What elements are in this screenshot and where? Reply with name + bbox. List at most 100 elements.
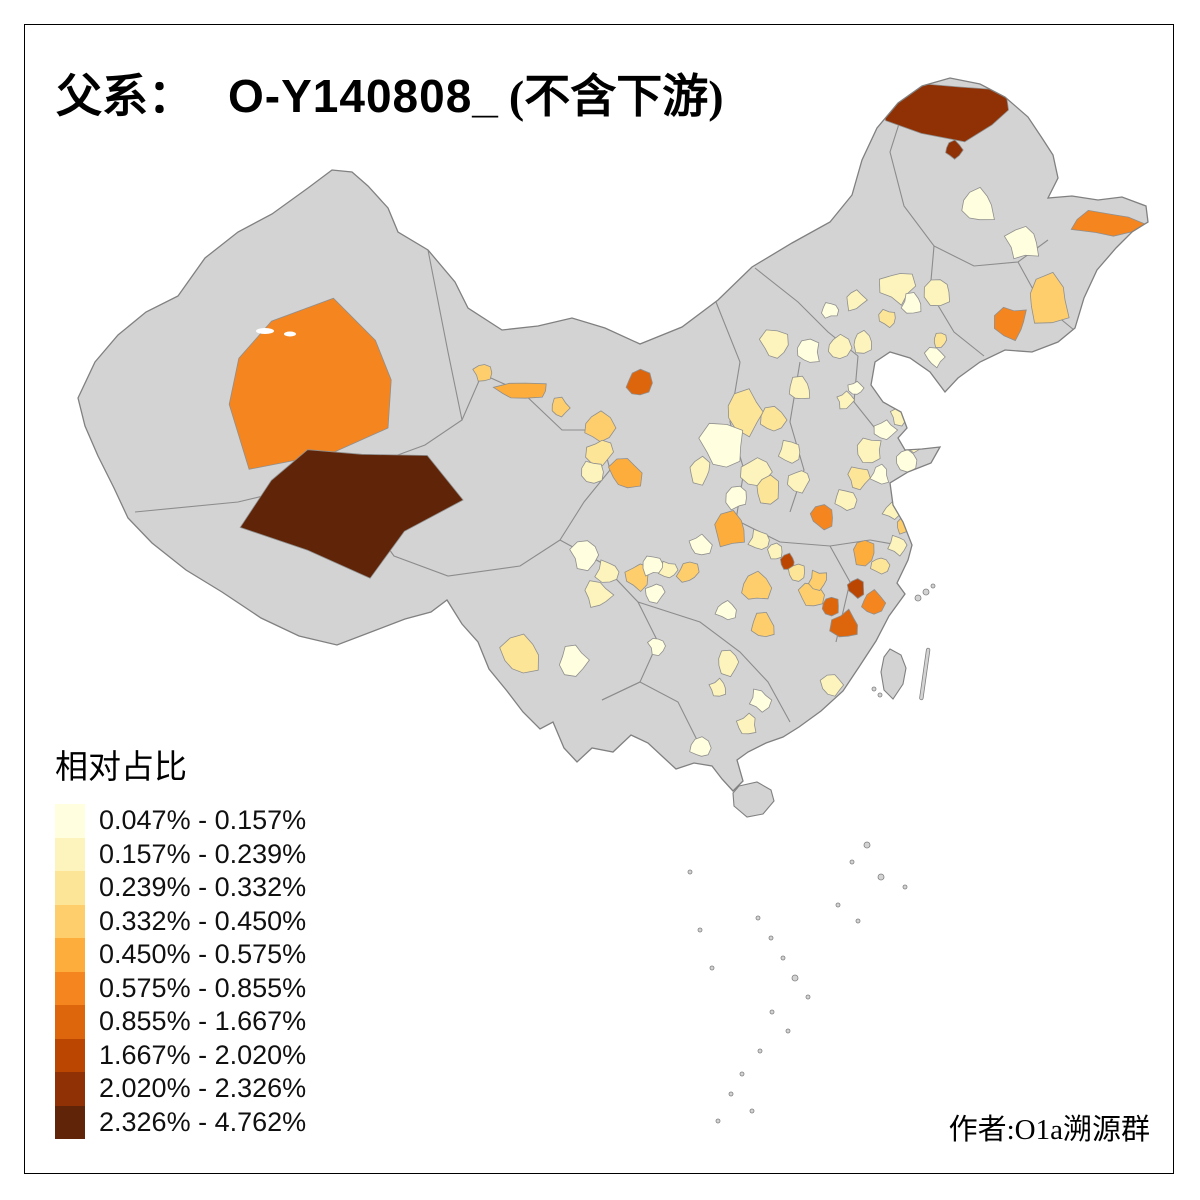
prefecture-patch-bin1 (796, 338, 820, 363)
plot-frame (24, 24, 1174, 1174)
prefecture-patch-bin2 (853, 329, 873, 354)
prefecture-patch-bin1 (961, 186, 995, 221)
prefecture-patch-bin2 (594, 559, 620, 583)
legend-label: 0.332% - 0.450% (99, 905, 307, 936)
prefecture-patch-bin3 (933, 332, 948, 348)
legend-row: 0.239% - 0.332% (55, 871, 306, 905)
prefecture-patch-bin3 (727, 388, 764, 438)
prefecture-patch-bin2 (819, 674, 845, 697)
prefecture-patch-bin3 (585, 439, 614, 467)
prefecture-patch-bin1 (644, 583, 666, 604)
title-lineage-code: O-Y140808_ (228, 70, 499, 122)
prefecture-patch-bin1 (689, 736, 712, 757)
prefecture-patch-bin1 (569, 540, 600, 572)
prefecture-patch-bin7 (821, 596, 839, 617)
prefecture-patch-bin4 (808, 569, 828, 591)
legend-row: 0.855% - 1.667% (55, 1005, 306, 1039)
legend-label: 0.450% - 0.575% (99, 939, 307, 970)
prefecture-patch-bin2 (735, 712, 757, 735)
legend-rows: 0.047% - 0.157% 0.157% - 0.239% 0.239% - 0… (55, 804, 306, 1139)
page-title: 父系： O-Y140808_ (不含下游) (56, 60, 724, 126)
legend-label: 2.020% - 2.326% (99, 1073, 307, 1104)
legend-swatch (55, 1105, 85, 1139)
prefecture-patch-bin1 (873, 419, 899, 441)
prefecture-patch-bin2 (887, 534, 908, 557)
prefecture-patch-bin2 (747, 528, 770, 550)
legend-swatch (55, 938, 85, 972)
prefecture-patch-bin3 (878, 308, 896, 329)
taiwan-island (880, 648, 907, 700)
prefecture-patch-bin2 (777, 439, 801, 464)
legend-label: 0.575% - 0.855% (99, 972, 307, 1003)
legend-row: 0.157% - 0.239% (55, 837, 307, 871)
prefecture-patch-bin4 (675, 561, 700, 583)
prefecture-patch-bin1 (1003, 225, 1040, 260)
prefecture-patch-bin6 (993, 306, 1027, 342)
legend-label: 1.667% - 2.020% (99, 1039, 307, 1070)
author-credit: 作者:O1a溯源群 (948, 1114, 1150, 1146)
prefecture-patch-bin2 (836, 390, 856, 410)
prefecture-patch-bin4 (551, 396, 571, 418)
legend-swatch (55, 1005, 85, 1039)
prefecture-patch-bin2 (758, 329, 789, 359)
prefecture-patch-bin3 (870, 557, 891, 575)
prefecture-patch-bin1 (698, 422, 744, 468)
prefecture-patch-bin6 (861, 588, 887, 615)
legend-swatch (55, 837, 85, 871)
prefecture-patch-bin2 (856, 437, 882, 464)
prefecture-patch-bin5 (853, 539, 875, 567)
prefecture-patch-bin2 (923, 279, 951, 307)
prefecture-patch-bin2 (834, 489, 858, 511)
prefecture-patch-bin3 (787, 563, 806, 582)
prefecture-patch-bin3 (847, 466, 871, 491)
title-suffix: (不含下游) (508, 71, 724, 122)
prefecture-patch-bin1 (725, 485, 747, 511)
prefecture-patch-bin1 (869, 463, 890, 485)
legend-label: 0.855% - 1.667% (99, 1006, 307, 1037)
prefecture-patch-bin3 (760, 405, 788, 432)
prefecture-patch-bin2 (718, 649, 740, 678)
title-prefix: 父系： (56, 71, 194, 122)
prefecture-patch-bin2 (787, 470, 811, 494)
prefecture-patch-bin2 (767, 542, 783, 560)
prefecture-patch-bin2 (689, 455, 711, 486)
prefecture-patch-bin8 (846, 578, 865, 600)
prefecture-patch-bin2 (584, 580, 615, 608)
lakes (256, 328, 296, 337)
offshore-islands (687, 583, 936, 1124)
prefecture-patch-bin1 (748, 688, 773, 713)
prefecture-patch-bin1 (847, 380, 865, 395)
prefecture-patch-bin1 (900, 292, 922, 314)
prefecture-patch-bin5 (714, 510, 745, 548)
legend-row: 2.326% - 4.762% (55, 1105, 307, 1139)
legend-title: 相对占比 (55, 750, 187, 786)
legend-swatch (55, 804, 85, 838)
prefecture-patch-bin1 (642, 555, 664, 577)
prefecture-patch-bin4 (584, 410, 617, 443)
prefecture-patch-bin2 (788, 375, 811, 400)
legend-row: 0.450% - 0.575% (55, 938, 306, 972)
legend-swatch (55, 1072, 85, 1106)
prefecture-patch-bin9 (945, 139, 964, 160)
prefecture-patch-bin6 (228, 297, 392, 470)
legend-swatch (55, 971, 85, 1005)
prefecture-patch-bin5 (608, 458, 643, 489)
legend-swatch (55, 871, 85, 905)
prefecture-patch-bin3 (756, 474, 779, 505)
prefecture-patch-bin10 (239, 449, 464, 579)
prefecture-patch-bin1 (923, 347, 946, 369)
prefecture-patch-bin4 (750, 611, 775, 638)
prefecture-patch-bin2 (846, 289, 868, 312)
prefecture-patch-bin2 (827, 333, 853, 360)
legend-label: 2.326% - 4.762% (99, 1106, 307, 1137)
prefecture-patch-bin1 (688, 533, 713, 556)
legend-swatch (55, 1038, 85, 1072)
prefecture-patch-bin4 (472, 364, 493, 382)
prefecture-patch-bin4 (1029, 271, 1070, 324)
legend-row: 0.575% - 0.855% (55, 971, 307, 1005)
legend-row: 2.020% - 2.326% (55, 1072, 306, 1106)
legend-label: 0.157% - 0.239% (99, 838, 307, 869)
prefecture-patch-bin7 (829, 608, 858, 638)
